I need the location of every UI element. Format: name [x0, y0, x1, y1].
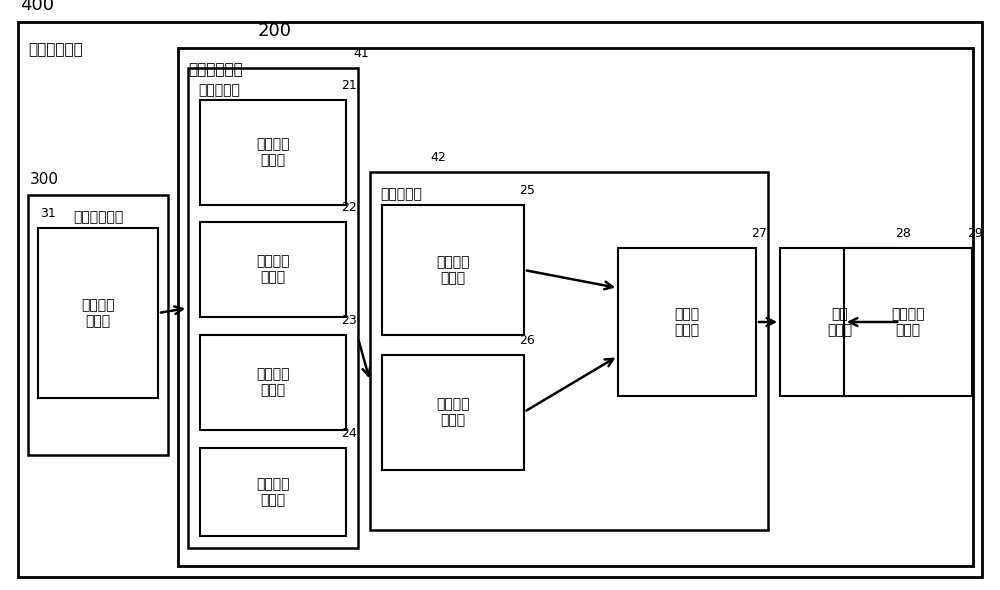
Text: 性能信息
获取部: 性能信息 获取部: [256, 254, 290, 284]
Text: 23: 23: [341, 314, 357, 327]
Bar: [370, 172, 768, 530]
Text: 总成本
计算部: 总成本 计算部: [674, 307, 700, 337]
Text: 负载管理装置: 负载管理装置: [73, 210, 123, 224]
Text: 27: 27: [751, 227, 767, 240]
Text: 300: 300: [30, 172, 59, 187]
Text: 21: 21: [341, 79, 357, 92]
Text: 400: 400: [20, 0, 54, 14]
Text: 28: 28: [895, 227, 911, 240]
Text: 42: 42: [430, 151, 446, 164]
Bar: [200, 222, 346, 317]
Text: 路径成本
计算部: 路径成本 计算部: [436, 255, 470, 285]
Text: 200: 200: [258, 22, 292, 40]
Text: 31: 31: [40, 207, 56, 220]
Text: 指示信号
输出部: 指示信号 输出部: [891, 307, 925, 337]
Text: 更新信息
获取部: 更新信息 获取部: [256, 477, 290, 507]
Text: 29: 29: [967, 227, 983, 240]
Text: 25: 25: [519, 184, 535, 197]
Text: 更新管理装置: 更新管理装置: [188, 63, 243, 77]
Text: 更新设定部: 更新设定部: [380, 187, 422, 201]
Text: 信息获取部: 信息获取部: [198, 83, 240, 97]
Bar: [382, 205, 524, 335]
Text: 26: 26: [519, 334, 535, 347]
Bar: [200, 100, 346, 205]
Text: 处理成本
计算部: 处理成本 计算部: [436, 397, 470, 427]
Bar: [844, 248, 972, 396]
Text: 更新管理系统: 更新管理系统: [28, 42, 83, 57]
Bar: [780, 248, 900, 396]
Text: 动态信息
收集部: 动态信息 收集部: [81, 298, 115, 328]
Bar: [38, 228, 158, 398]
Bar: [200, 448, 346, 536]
Bar: [618, 248, 756, 396]
Text: 负载信息
获取部: 负载信息 获取部: [256, 137, 290, 167]
Bar: [28, 195, 168, 455]
Text: 41: 41: [353, 47, 369, 60]
Bar: [200, 335, 346, 430]
Bar: [382, 355, 524, 470]
Bar: [178, 48, 973, 566]
Text: 24: 24: [341, 427, 357, 440]
Text: 结构信息
获取部: 结构信息 获取部: [256, 367, 290, 397]
Text: 组合
选择部: 组合 选择部: [827, 307, 853, 337]
Bar: [188, 68, 358, 548]
Text: 22: 22: [341, 201, 357, 214]
